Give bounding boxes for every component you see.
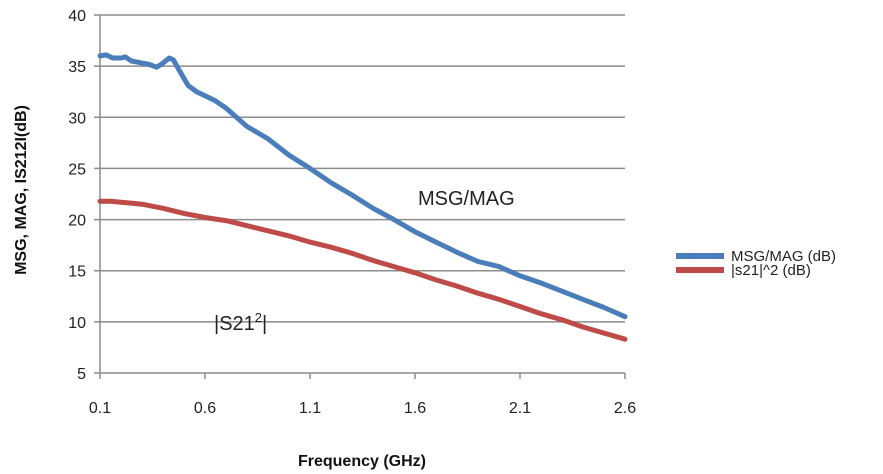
series-line-1 <box>97 198 628 342</box>
x-tick-label-0: 0.1 <box>89 400 111 417</box>
s21-annotation: |S212| <box>214 310 267 335</box>
y-tick-label-5: 30 <box>68 110 86 127</box>
y-tick-labels: 5 10 15 20 25 30 35 40 <box>68 8 86 383</box>
legend: MSG/MAG (dB) |s21|^2 (dB) <box>676 248 836 279</box>
y-tick-label-6: 35 <box>68 59 86 76</box>
series-lines <box>97 52 628 342</box>
x-tick-label-4: 2.1 <box>509 400 531 417</box>
s21-annotation-end: | <box>262 313 267 335</box>
msg-annotation: MSG/MAG <box>418 188 515 210</box>
x-tick-label-5: 2.6 <box>614 400 636 417</box>
y-tick-label-1: 10 <box>68 315 86 332</box>
y-axis-title: MSG, MAG, IS212I(dB) <box>13 105 30 275</box>
x-axis-title: Frequency (GHz) <box>298 453 426 470</box>
series-line-0 <box>97 52 628 320</box>
y-tick-label-2: 15 <box>68 264 86 281</box>
y-tick-label-4: 25 <box>68 161 86 178</box>
y-tick-label-7: 40 <box>68 8 86 25</box>
x-tick-label-3: 1.6 <box>404 400 426 417</box>
legend-label-msg: MSG/MAG (dB) <box>731 248 836 265</box>
gridlines <box>94 14 626 379</box>
x-tick-label-1: 0.6 <box>194 400 216 417</box>
x-tick-labels: 0.1 0.6 1.1 1.6 2.1 2.6 <box>89 400 636 417</box>
y-tick-label-0: 5 <box>77 366 86 383</box>
s21-annotation-base: |S21 <box>214 313 255 335</box>
y-tick-label-3: 20 <box>68 213 86 230</box>
x-tick-label-2: 1.1 <box>299 400 321 417</box>
s21-annotation-sup: 2 <box>255 310 262 325</box>
legend-label-s21: |s21|^2 (dB) <box>731 262 811 279</box>
